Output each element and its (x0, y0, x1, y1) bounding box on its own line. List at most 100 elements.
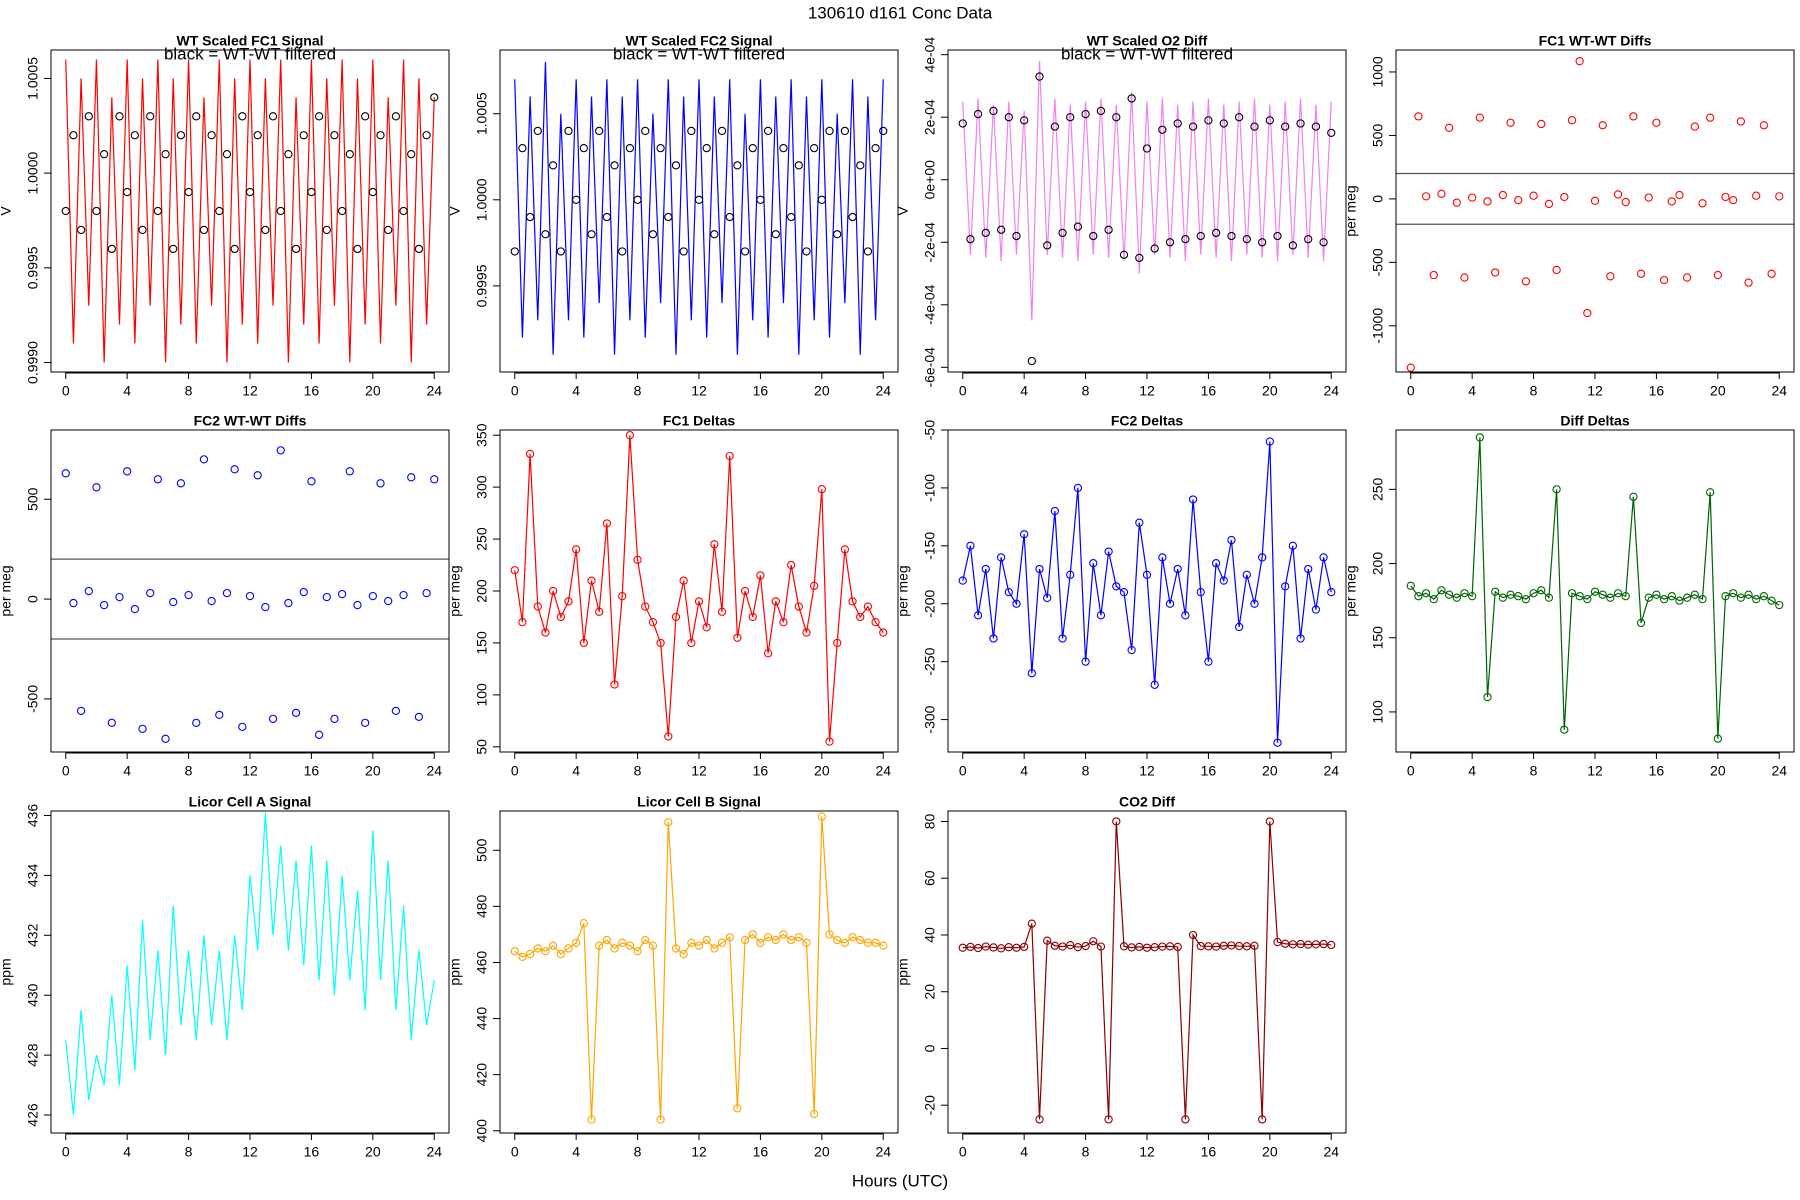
panel-title: WT Scaled O2 Diff (1087, 33, 1208, 49)
y-tick-label: 434 (25, 864, 41, 888)
data-point (414, 712, 424, 722)
data-point (1744, 278, 1753, 287)
data-point (756, 938, 765, 947)
data-point (1629, 492, 1638, 501)
data-point (84, 586, 93, 596)
data-point (1721, 192, 1730, 202)
x-tick-label: 4 (1468, 763, 1476, 779)
y-tick-label: -1000 (1370, 308, 1386, 344)
y-tick-label: -6e-04 (922, 347, 938, 388)
data-point (687, 126, 696, 136)
y-tick-label: 1.0000 (25, 151, 41, 194)
data-point (1020, 116, 1029, 125)
data-point (1012, 599, 1021, 608)
data-point (430, 475, 439, 484)
data-point (307, 187, 316, 197)
data-point (1460, 589, 1469, 598)
data-point (1319, 553, 1328, 562)
data-point (733, 1104, 742, 1113)
x-tick-label: 0 (511, 1144, 519, 1160)
data-point (1165, 238, 1175, 247)
data-point (1327, 940, 1336, 950)
y-tick-label: -300 (922, 705, 938, 733)
x-tick-label: 16 (753, 1144, 769, 1160)
data-point (1706, 113, 1715, 122)
data-point (1690, 590, 1699, 599)
data-point (564, 126, 573, 136)
data-point (610, 944, 619, 953)
data-point (222, 588, 232, 598)
data-point (1544, 593, 1554, 602)
data-point (694, 195, 704, 204)
data-point (215, 710, 224, 720)
data-point (1521, 277, 1531, 286)
data-point (1296, 119, 1305, 128)
y-tick-label: 1.0005 (25, 57, 41, 100)
data-point (633, 555, 642, 564)
data-point (786, 212, 796, 222)
data-point (825, 126, 834, 136)
data-point (353, 600, 362, 610)
data-point (1165, 599, 1175, 608)
data-point (687, 638, 696, 648)
data-point (115, 592, 124, 602)
x-tick-label: 8 (185, 763, 193, 779)
data-point (664, 732, 673, 741)
data-point (664, 818, 673, 827)
data-point (656, 638, 665, 648)
x-tick-label: 8 (634, 763, 642, 779)
data-point (1196, 231, 1205, 241)
y-tick-label: 20 (922, 984, 938, 1000)
x-tick-label: 16 (304, 1144, 320, 1160)
data-point (138, 225, 147, 235)
data-point (1514, 195, 1523, 205)
data-point (702, 935, 711, 945)
data-point (848, 597, 857, 606)
x-tick-label: 0 (62, 763, 70, 779)
data-point (1012, 943, 1021, 952)
data-point (1721, 592, 1730, 601)
data-point (786, 560, 796, 570)
data-point (1775, 600, 1784, 610)
data-point (1744, 590, 1753, 599)
data-point (1644, 193, 1653, 202)
data-point (1004, 113, 1013, 122)
panel-title: FC1 WT-WT Diffs (1539, 33, 1652, 49)
data-point (710, 230, 719, 239)
data-point (641, 126, 650, 136)
data-point (184, 187, 193, 197)
data-point (1483, 692, 1492, 702)
data-point (1327, 128, 1336, 137)
data-point (69, 131, 78, 140)
data-point (595, 941, 604, 950)
data-point (1491, 587, 1500, 596)
data-point (1273, 738, 1282, 747)
data-point (748, 612, 757, 622)
data-point (207, 131, 216, 140)
data-point (595, 607, 604, 616)
data-point (989, 943, 998, 952)
x-tick-label: 4 (1020, 1144, 1028, 1160)
series-line (65, 59, 435, 363)
panel-title: CO2 Diff (1119, 794, 1175, 810)
data-point (572, 545, 581, 554)
data-point (763, 933, 773, 942)
data-point (810, 143, 819, 153)
data-point (284, 150, 293, 159)
data-point (825, 930, 834, 939)
panel-title: WT Scaled FC2 Signal (625, 33, 772, 49)
y-axis-title: per meg (447, 565, 463, 616)
data-point (61, 469, 70, 478)
data-point (602, 519, 612, 528)
data-point (169, 597, 178, 607)
data-point (863, 602, 873, 611)
y-tick-label: 250 (474, 527, 490, 551)
data-point (802, 628, 811, 637)
data-point (345, 467, 354, 476)
y-tick-label: 350 (474, 423, 490, 447)
data-point (253, 131, 262, 140)
data-point (1767, 596, 1776, 605)
y-axis-title: per meg (1343, 185, 1359, 236)
data-point (1296, 634, 1305, 643)
data-point (1020, 942, 1029, 952)
